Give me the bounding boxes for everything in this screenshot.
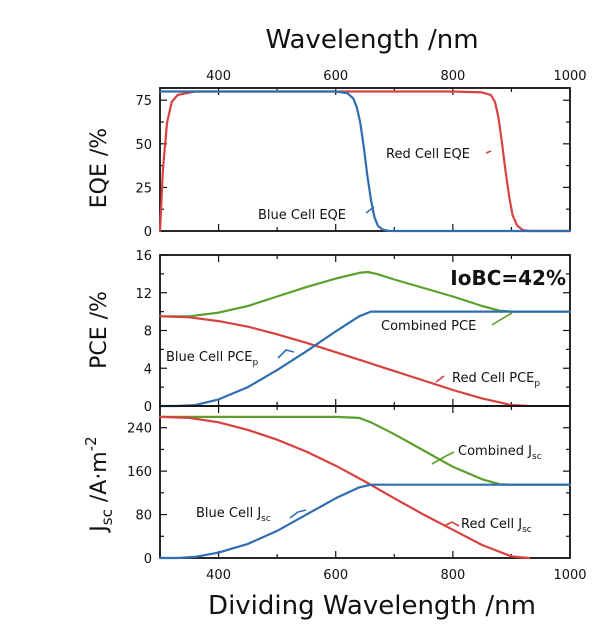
blue-eqe-leader: [365, 206, 375, 214]
pce-ytick-label: 4: [144, 362, 152, 377]
red-pce-label-main: Red Cell PCE: [452, 371, 534, 386]
red-jsc-label-sub: sc: [522, 525, 532, 535]
red-pce-label-sub: p: [534, 379, 540, 389]
combined-jsc-leader: [431, 451, 455, 465]
blue-pce-label: Blue Cell PCEp: [166, 350, 258, 368]
eqe-red-cell-eqe-line: [158, 90, 572, 233]
eqe-blue-cell-eqe-line: [158, 90, 572, 233]
blue-jsc-label-sub: sc: [261, 514, 271, 524]
red-eqe-leader: [485, 150, 492, 154]
jsc-bottom-tick-label: 600: [323, 568, 348, 583]
jsc-ytick-label: 80: [135, 509, 152, 524]
jsc-bottom-tick-label: 400: [206, 568, 231, 583]
eqe-ytick-label: 25: [135, 181, 152, 196]
combined-jsc-label-main: Combined J: [458, 444, 532, 459]
jsc-blue-cell-jsc-line: [158, 483, 572, 560]
red-pce-leader: [435, 375, 445, 383]
red-jsc-label-main: Red Cell J: [461, 517, 522, 532]
blue-pce-leader: [277, 349, 295, 359]
pce-combined-pce-line: [158, 270, 572, 318]
jsc-ytick-label: 0: [144, 552, 152, 567]
blue-jsc-label-main: Blue Cell J: [196, 506, 261, 521]
jsc-ytick-label: 160: [127, 465, 152, 480]
pce-red-cell-pce-line: [158, 315, 531, 408]
eqe-ytick-label: 50: [135, 138, 152, 153]
eqe-top-tick-label: 400: [206, 69, 231, 84]
blue-eqe-label: Blue Cell EQE: [258, 208, 346, 223]
red-jsc-leader: [443, 521, 460, 527]
blue-pce-label-sub: p: [252, 358, 258, 368]
jsc-ylabel-sup: -2: [82, 436, 100, 451]
red-pce-label: Red Cell PCEp: [452, 371, 540, 389]
jsc-ylabel-sub: sc: [98, 509, 116, 525]
combined-jsc-label: Combined Jsc: [458, 444, 542, 462]
jsc-ytick-label: 240: [127, 422, 152, 437]
eqe-ytick-label: 75: [135, 94, 152, 109]
pce-ylabel: PCE /%: [87, 291, 112, 369]
jsc-red-cell-jsc-line: [158, 415, 531, 560]
top-axis-title: Wavelength /nm: [265, 25, 478, 55]
red-jsc-label: Red Cell Jsc: [461, 517, 532, 535]
iobc-badge: IoBC=42%: [450, 266, 566, 290]
blue-jsc-leader: [289, 509, 307, 519]
eqe-top-tick-label: 800: [440, 69, 465, 84]
eqe-frame: [159, 87, 571, 232]
eqe-top-tick-label: 600: [323, 69, 348, 84]
eqe-panel: 400 600 800 1000 0 25 50 75: [135, 69, 586, 240]
bottom-axis-title: Dividing Wavelength /nm: [208, 591, 536, 621]
pce-ytick-label: 16: [135, 249, 152, 264]
combined-pce-label: Combined PCE: [381, 319, 476, 334]
eqe-ytick-label: 0: [144, 225, 152, 240]
jsc-bottom-tick-label: 800: [440, 568, 465, 583]
eqe-ylabel: EQE /%: [87, 128, 112, 208]
jsc-ylabel: Jsc /A·m-2: [82, 436, 116, 533]
jsc-ylabel-main: J: [87, 525, 112, 534]
red-eqe-label: Red Cell EQE: [386, 147, 470, 162]
pce-ytick-label: 0: [144, 400, 152, 415]
pce-ytick-label: 12: [135, 287, 152, 302]
jsc-bottom-tick-label: 1000: [553, 568, 586, 583]
blue-pce-label-main: Blue Cell PCE: [166, 350, 252, 365]
jsc-frame: [159, 405, 571, 559]
eqe-top-tick-label: 1000: [553, 69, 586, 84]
jsc-ylabel-unit: /A·m: [87, 451, 112, 509]
blue-jsc-label: Blue Cell Jsc: [196, 506, 271, 524]
combined-pce-leader: [491, 312, 513, 326]
jsc-panel: 400 600 800 1000 0 80 160 240: [127, 405, 587, 583]
combined-jsc-label-sub: sc: [532, 452, 542, 462]
pce-ytick-label: 8: [144, 325, 152, 340]
